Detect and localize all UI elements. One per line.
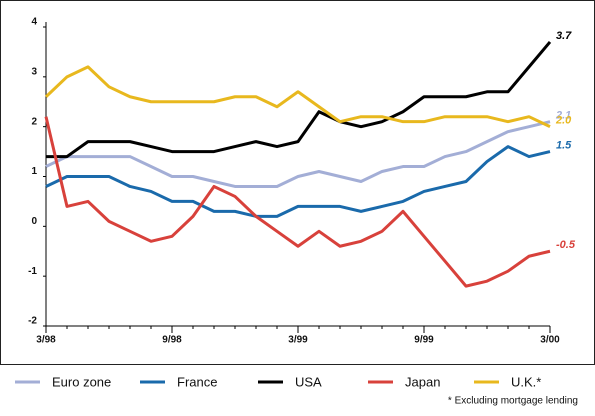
legend-label: France <box>177 374 217 389</box>
y-tick-label: 0 <box>31 216 37 227</box>
series-line <box>44 116 551 288</box>
y-tick-label: 4 <box>31 17 37 28</box>
x-tick-label: 3/99 <box>288 335 308 346</box>
legend-label: Japan <box>405 374 440 389</box>
y-tick-label: 1 <box>31 166 37 177</box>
x-tick-label: 3/00 <box>540 335 560 346</box>
legend-label: Euro zone <box>52 374 111 389</box>
y-tick-label: 2 <box>31 116 37 127</box>
y-tick-label: -1 <box>28 266 37 277</box>
series-line <box>45 145 551 218</box>
x-tick-label: 9/98 <box>162 335 182 346</box>
value-label: -0.5 <box>556 239 576 251</box>
series-line <box>46 40 552 159</box>
value-label: 2.1 <box>555 110 571 122</box>
y-tick-label: 3 <box>31 66 37 77</box>
legend-label: U.K.* <box>511 374 541 389</box>
footnote: * Excluding mortgage lending <box>448 396 578 407</box>
series-line <box>44 65 551 129</box>
y-tick-label: -2 <box>28 316 37 327</box>
value-label: 2.0 <box>555 115 572 127</box>
value-label: 3.7 <box>556 30 572 42</box>
x-tick-label: 3/98 <box>36 335 56 346</box>
x-tick-label: 9/99 <box>414 335 434 346</box>
value-label: 1.5 <box>556 139 572 151</box>
legend-label: USA <box>295 374 322 389</box>
frame <box>0 0 595 365</box>
series-line <box>45 120 551 188</box>
